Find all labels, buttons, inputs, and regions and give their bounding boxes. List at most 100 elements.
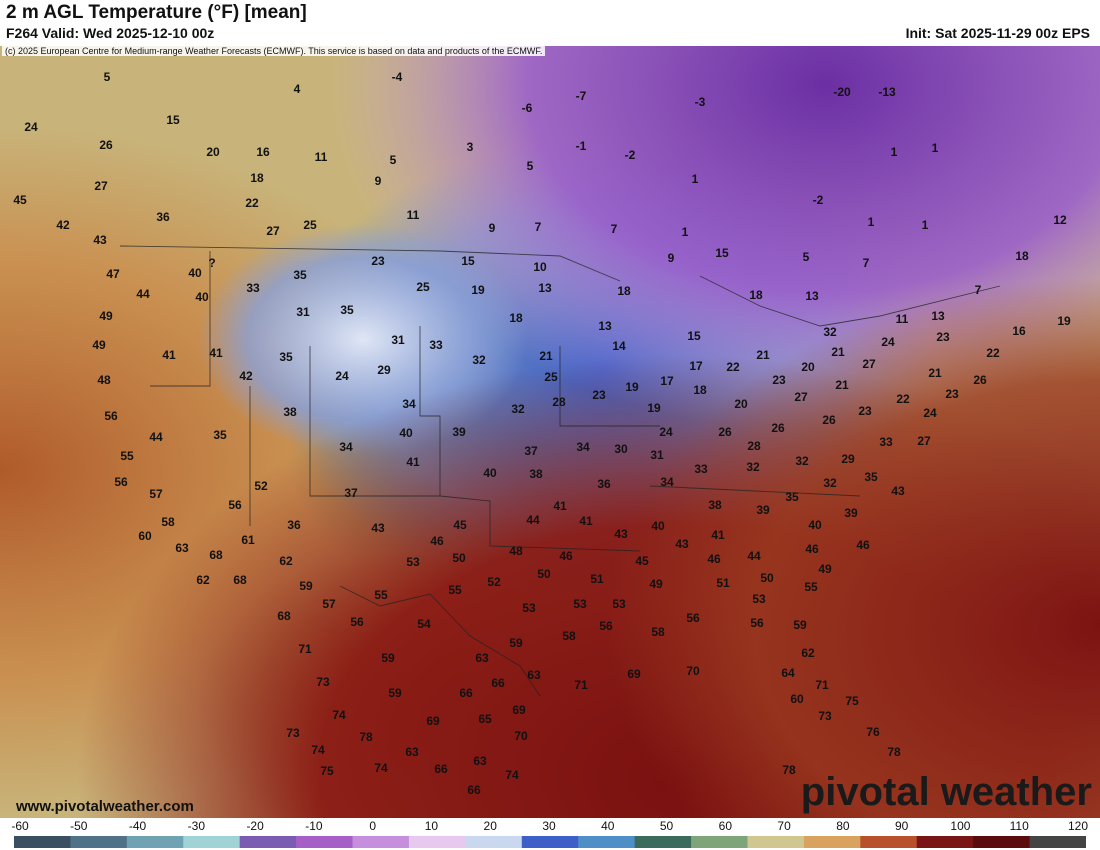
temperature-value: -3 <box>695 95 706 109</box>
temperature-value: 56 <box>114 475 128 489</box>
temperature-value: 46 <box>805 542 819 556</box>
temperature-value: 62 <box>196 573 210 587</box>
temperature-value: 46 <box>856 538 870 552</box>
temperature-value: 23 <box>772 373 786 387</box>
temperature-value: 43 <box>614 527 628 541</box>
temperature-value: 21 <box>831 345 845 359</box>
temperature-value: 18 <box>617 284 631 298</box>
temperature-value: 13 <box>538 281 552 295</box>
temperature-value: 46 <box>707 552 721 566</box>
temperature-value: 46 <box>430 534 444 548</box>
temperature-value: 50 <box>760 571 774 585</box>
temperature-value: -1 <box>576 139 587 153</box>
colorbar-segment <box>803 836 861 848</box>
colorbar-segment <box>239 836 297 848</box>
temperature-value: 5 <box>527 159 534 173</box>
colorbar-segment <box>691 836 748 848</box>
temperature-value: ? <box>208 256 215 270</box>
copyright-notice: (c) 2025 European Centre for Medium-rang… <box>2 46 546 56</box>
colorbar-segment <box>747 836 805 848</box>
temperature-value: 9 <box>375 174 382 188</box>
temperature-value: 51 <box>590 572 604 586</box>
temperature-value: 1 <box>932 141 939 155</box>
temperature-value: 36 <box>287 518 301 532</box>
temperature-value: 14 <box>612 339 626 353</box>
valid-time: F264 Valid: Wed 2025-12-10 00z <box>6 25 215 41</box>
temperature-value: 30 <box>614 442 628 456</box>
temperature-value: 36 <box>597 477 611 491</box>
temperature-value: 60 <box>790 692 804 706</box>
temperature-value: 69 <box>426 714 440 728</box>
temperature-value: 49 <box>99 309 113 323</box>
temperature-value: 70 <box>514 729 528 743</box>
colorbar-segment <box>352 836 410 848</box>
temperature-value: 26 <box>973 373 987 387</box>
temperature-value: 31 <box>391 333 405 347</box>
temperature-value: 40 <box>188 266 202 280</box>
temperature-value: 54 <box>417 617 431 631</box>
temperature-value: 21 <box>756 348 770 362</box>
colorbar-segment <box>1029 836 1086 848</box>
site-url[interactable]: www.pivotalweather.com <box>16 798 194 815</box>
temperature-value: 56 <box>686 611 700 625</box>
colorbar-tick-label: 40 <box>601 819 615 833</box>
temperature-value: 13 <box>931 309 945 323</box>
temperature-value: 76 <box>866 725 880 739</box>
temperature-value: 46 <box>559 549 573 563</box>
temperature-value: 4 <box>294 82 301 96</box>
temperature-value: 60 <box>138 529 152 543</box>
temperature-value: 45 <box>635 554 649 568</box>
temperature-value: 55 <box>448 583 462 597</box>
temperature-map[interactable]: 5 4 -4 -6 -7 -3 -20 -13 24 15 26 20 16 11 5 3 -1 -2 1 1 27 18… <box>0 46 1100 818</box>
temperature-value: 7 <box>535 220 542 234</box>
temperature-value: 27 <box>94 179 108 193</box>
temperature-value: 11 <box>407 208 420 222</box>
colorbar-segment <box>860 836 918 848</box>
temperature-value: 13 <box>805 289 819 303</box>
temperature-value: 35 <box>279 350 293 364</box>
temperature-value: 55 <box>374 588 388 602</box>
temperature-value: -20 <box>833 85 851 99</box>
temperature-value: 34 <box>576 440 590 454</box>
colorbar-tick-label: 30 <box>542 819 556 833</box>
temperature-value: 29 <box>841 452 855 466</box>
temperature-value: 25 <box>416 280 430 294</box>
temperature-value: 49 <box>818 562 832 576</box>
temperature-value: 41 <box>209 346 223 360</box>
temperature-value: 68 <box>209 548 223 562</box>
temperature-value: 73 <box>818 709 832 723</box>
temperature-value: 26 <box>718 425 732 439</box>
init-time: Init: Sat 2025-11-29 00z EPS <box>905 25 1090 41</box>
temperature-value: 22 <box>986 346 1000 360</box>
temperature-value: 33 <box>246 281 260 295</box>
temperature-value: 44 <box>149 430 163 444</box>
temperature-value: 1 <box>692 172 699 186</box>
temperature-value: 71 <box>574 678 588 692</box>
temperature-value: 24 <box>24 120 38 134</box>
colorbar-segment <box>465 836 523 848</box>
temperature-value: 19 <box>1057 314 1071 328</box>
temperature-value: 75 <box>845 694 859 708</box>
brand-logo: pivotal weather <box>800 770 1092 814</box>
temperature-value: 56 <box>104 409 118 423</box>
colorbar-segment <box>183 836 241 848</box>
temperature-value: 58 <box>161 515 175 529</box>
temperature-value: 40 <box>195 290 209 304</box>
colorbar-segment <box>296 836 354 848</box>
colorbar-tick-label: 0 <box>369 819 376 833</box>
temperature-value: 35 <box>340 303 354 317</box>
temperature-value: 74 <box>374 761 388 775</box>
colorbar-tick-label: -50 <box>70 819 88 833</box>
temperature-value: 28 <box>747 439 761 453</box>
temperature-value: 59 <box>388 686 402 700</box>
temperature-value: 65 <box>478 712 492 726</box>
temperature-value: 31 <box>650 448 664 462</box>
temperature-value: 50 <box>537 567 551 581</box>
temperature-value: 64 <box>781 666 795 680</box>
temperature-value: 71 <box>815 678 829 692</box>
temperature-value: 63 <box>475 651 489 665</box>
temperature-value: 11 <box>896 312 909 326</box>
temperature-value: 56 <box>350 615 364 629</box>
temperature-value: 27 <box>917 434 931 448</box>
